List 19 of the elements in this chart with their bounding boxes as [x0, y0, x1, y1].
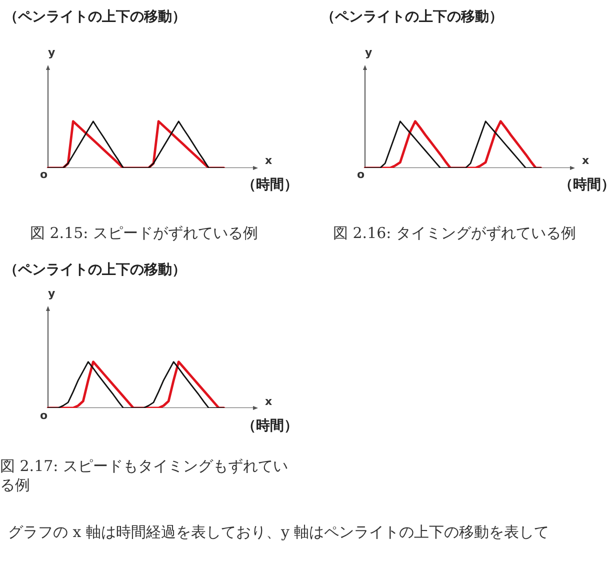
caption: 図 2.16: タイミングがずれている例	[333, 224, 577, 243]
x-axis-title: x	[265, 395, 272, 408]
caption: 図 2.15: スピードがずれている例	[30, 224, 259, 243]
chart-title: （ペンライトの上下の移動）	[4, 8, 186, 26]
y-axis-title: y	[48, 46, 56, 59]
chart-title: （ペンライトの上下の移動）	[4, 261, 186, 279]
text: （時間）	[559, 176, 614, 194]
text: o	[40, 409, 48, 422]
annotation: o	[357, 168, 365, 181]
caption: 図 2.17: スピードもタイミングもずれている例	[0, 457, 289, 495]
y-axis-title: y	[48, 287, 56, 300]
text: グラフの x 軸は時間経過を表しており、y 軸はペンライトの上下の移動を表して	[8, 523, 550, 542]
y-axis-title: y	[365, 46, 372, 59]
x-axis-title: x	[265, 154, 272, 167]
x-axis-title: x	[582, 154, 590, 167]
text: （時間）	[242, 417, 298, 435]
annotation: o	[40, 168, 48, 181]
text: （時間）	[242, 176, 298, 194]
chart-title: （ペンライトの上下の移動）	[321, 8, 503, 26]
